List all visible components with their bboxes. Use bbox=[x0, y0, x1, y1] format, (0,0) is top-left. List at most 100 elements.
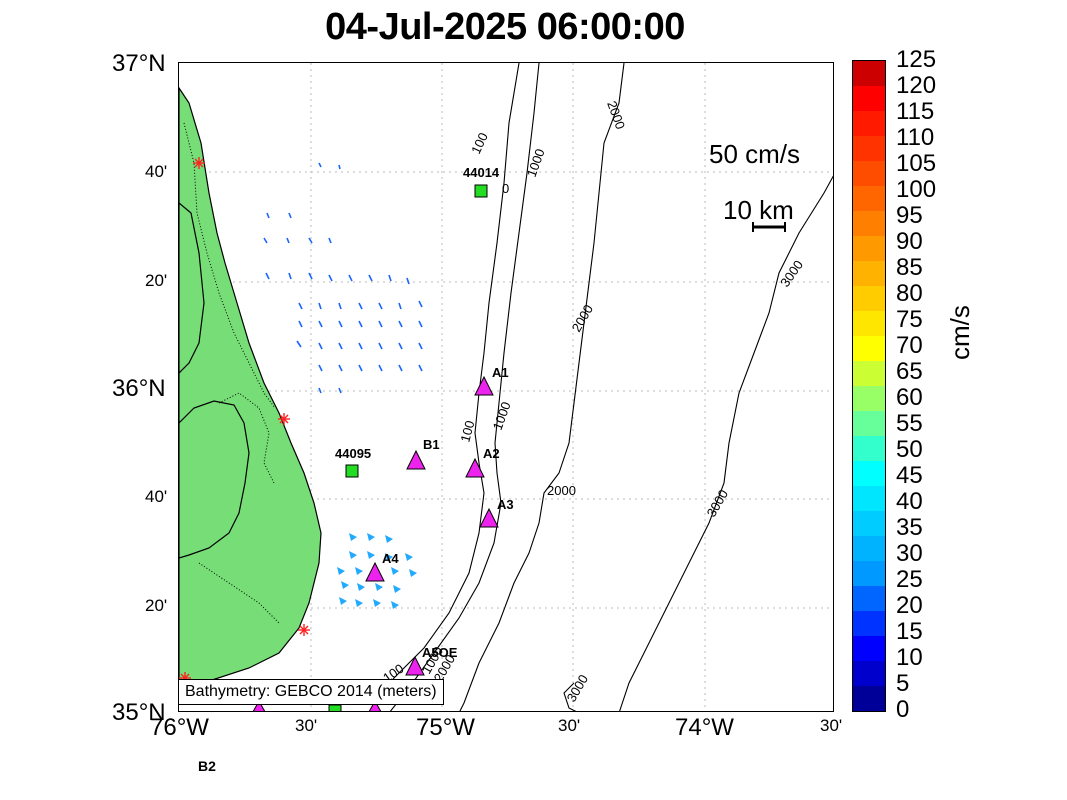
mooring-a5oe-marker[interactable] bbox=[405, 655, 425, 676]
buoy-44095-marker[interactable] bbox=[345, 464, 359, 478]
lat-label-35-40: 40' bbox=[145, 487, 168, 506]
lat-label-36-40: 40' bbox=[145, 162, 168, 181]
station-label-b2: B2 bbox=[198, 758, 216, 774]
contour-label: 2000 bbox=[569, 302, 596, 335]
colorbar-swatch bbox=[853, 261, 885, 287]
colorbar-swatch bbox=[853, 236, 885, 262]
colorbar-tick-label: 65 bbox=[896, 358, 923, 385]
station-markers bbox=[249, 184, 499, 712]
colorbar-tick-label: 70 bbox=[896, 332, 923, 359]
colorbar-swatch bbox=[853, 586, 885, 612]
distance-scale-label: 10 km bbox=[723, 195, 794, 225]
station-labels: 44014 44095 A1 B1 A2 A3 A4 A5OE bbox=[335, 165, 514, 660]
buoy-edge-marker[interactable] bbox=[328, 704, 342, 712]
colorbar-swatch bbox=[853, 661, 885, 687]
contour-label: 1000 bbox=[490, 400, 514, 432]
mooring-a2-marker[interactable] bbox=[465, 457, 485, 478]
contour-label: 3000 bbox=[704, 487, 731, 520]
bathymetry-contours bbox=[369, 63, 833, 711]
contour-label: 3000 bbox=[564, 672, 591, 705]
coastline-land bbox=[179, 86, 322, 690]
lat-label-36-20: 20' bbox=[145, 271, 168, 290]
colorbar-tick-label: 95 bbox=[896, 202, 923, 229]
colorbar-tick-label: 50 bbox=[896, 436, 923, 463]
current-vectors-south bbox=[337, 533, 417, 609]
colorbar-tick-label: 75 bbox=[896, 306, 923, 333]
contour-label: 3000 bbox=[777, 257, 806, 289]
colorbar-tick-label: 5 bbox=[896, 670, 910, 697]
colorbar-tick-label: 90 bbox=[896, 228, 923, 255]
mooring-b1-marker[interactable] bbox=[406, 449, 426, 470]
colorbar-tick-label: 25 bbox=[896, 566, 923, 593]
distance-scale-bar bbox=[752, 222, 786, 232]
speed-scale-label: 50 cm/s bbox=[709, 139, 800, 169]
coastline-detail bbox=[183, 122, 280, 624]
colorbar-swatch bbox=[853, 536, 885, 562]
station-label-a3: A3 bbox=[497, 497, 514, 512]
mooring-a3-marker[interactable] bbox=[479, 507, 499, 528]
colorbar-tick-label: 10 bbox=[896, 644, 923, 671]
mooring-a1-marker[interactable] bbox=[474, 375, 494, 396]
lon-label-75w: 75°W bbox=[416, 714, 475, 741]
map-title: 04-Jul-2025 06:00:00 bbox=[325, 6, 685, 48]
colorbar-tick-label: 55 bbox=[896, 410, 923, 437]
colorbar-swatch bbox=[853, 336, 885, 362]
colorbar-tick-label: 20 bbox=[896, 592, 923, 619]
lon-label-76w: 76°W bbox=[150, 714, 209, 741]
colorbar-swatch bbox=[853, 111, 885, 137]
station-label-a4: A4 bbox=[382, 551, 399, 566]
colorbar-swatch bbox=[853, 186, 885, 212]
colorbar-unit-label: cm/s bbox=[945, 305, 975, 360]
contour-label: 100 bbox=[468, 130, 491, 156]
lon-label-74-30: 30' bbox=[558, 716, 581, 735]
mooring-edge-marker[interactable] bbox=[249, 699, 269, 712]
colorbar-tick-label: 100 bbox=[896, 176, 937, 203]
station-label-44095: 44095 bbox=[335, 446, 371, 461]
colorbar-swatch bbox=[853, 386, 885, 412]
lon-label-74w: 74°W bbox=[675, 714, 734, 741]
mooring-a4-marker[interactable] bbox=[365, 561, 385, 582]
station-label-b1: B1 bbox=[423, 437, 440, 452]
colorbar bbox=[852, 60, 886, 712]
colorbar-swatch bbox=[853, 636, 885, 662]
colorbar-tick-label: 105 bbox=[896, 150, 937, 177]
mooring-edge-marker[interactable] bbox=[365, 699, 385, 712]
colorbar-swatch bbox=[853, 461, 885, 487]
colorbar-tick-label: 120 bbox=[896, 72, 937, 99]
colorbar-tick-label: 110 bbox=[896, 124, 935, 151]
colorbar-tick-label: 80 bbox=[896, 280, 923, 307]
colorbar-swatch bbox=[853, 136, 885, 162]
colorbar-swatch bbox=[853, 161, 885, 187]
map-canvas: 100 1000 2000 3000 100 1000 2000 3000 20… bbox=[179, 63, 833, 712]
station-label-a2: A2 bbox=[483, 446, 500, 461]
contour-label: 100 bbox=[457, 419, 477, 444]
station-label-44014: 44014 bbox=[463, 165, 500, 180]
colorbar-tick-label: 30 bbox=[896, 540, 923, 567]
colorbar-swatch bbox=[853, 311, 885, 337]
current-vectors-north bbox=[263, 162, 423, 394]
colorbar-tick-label: 45 bbox=[896, 462, 923, 489]
colorbar-tick-label: 0 bbox=[896, 696, 910, 723]
lat-label-35n: 35°N bbox=[112, 699, 166, 726]
colorbar-swatch bbox=[853, 686, 885, 712]
colorbar-tick-label: 60 bbox=[896, 384, 923, 411]
colorbar-swatch bbox=[853, 511, 885, 537]
lat-label-35-20: 20' bbox=[145, 596, 168, 615]
colorbar-tick-label: 40 bbox=[896, 488, 923, 515]
colorbar-swatch bbox=[853, 411, 885, 437]
map-panel[interactable]: 100 1000 2000 3000 100 1000 2000 3000 20… bbox=[178, 62, 834, 712]
colorbar-swatch bbox=[853, 611, 885, 637]
colorbar-swatch bbox=[853, 436, 885, 462]
colorbar-tick-label: 15 bbox=[896, 618, 923, 645]
colorbar-swatch bbox=[853, 361, 885, 387]
buoy-44014-marker[interactable] bbox=[474, 184, 488, 198]
lon-label-73-30: 30' bbox=[820, 716, 843, 735]
colorbar-tick-label: 115 bbox=[896, 98, 935, 125]
contour-label: 2000 bbox=[604, 99, 628, 131]
lat-label-36n: 36°N bbox=[112, 375, 166, 402]
colorbar-tick-label: 85 bbox=[896, 254, 923, 281]
colorbar-swatch bbox=[853, 86, 885, 112]
contour-label: 2000 bbox=[547, 483, 576, 498]
colorbar-swatch bbox=[853, 61, 885, 87]
colorbar-swatches bbox=[853, 61, 885, 712]
